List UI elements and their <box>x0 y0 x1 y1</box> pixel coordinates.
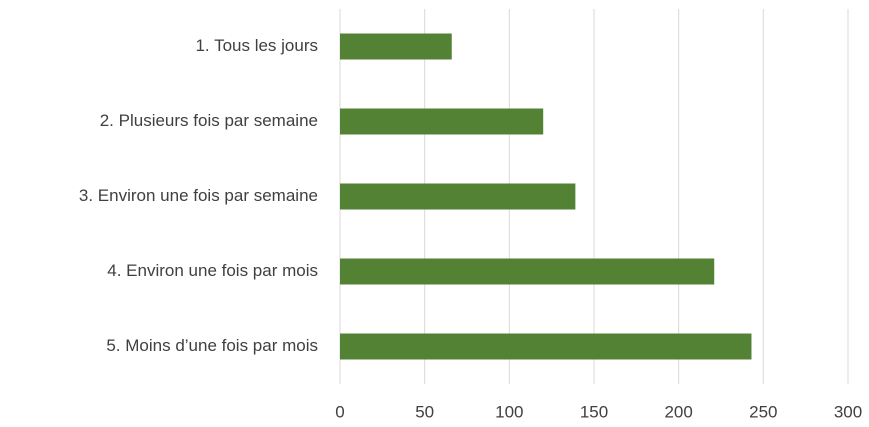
x-tick-label: 200 <box>664 402 692 421</box>
bar <box>340 33 452 60</box>
x-tick-label: 50 <box>415 402 434 421</box>
y-tick-label: 4. Environ une fois par mois <box>107 261 318 280</box>
y-tick-label: 3. Environ une fois par semaine <box>79 186 318 205</box>
x-tick-label: 150 <box>580 402 608 421</box>
x-tick-label: 300 <box>834 402 862 421</box>
bar <box>340 183 576 210</box>
bar <box>340 333 752 360</box>
x-tick-label: 100 <box>495 402 523 421</box>
x-tick-label: 0 <box>335 402 344 421</box>
y-tick-label: 2. Plusieurs fois par semaine <box>100 111 318 130</box>
bar <box>340 258 715 285</box>
y-tick-label: 1. Tous les jours <box>195 36 318 55</box>
x-tick-label: 250 <box>749 402 777 421</box>
y-tick-label: 5. Moins d’une fois par mois <box>106 336 318 355</box>
bar <box>340 108 544 135</box>
